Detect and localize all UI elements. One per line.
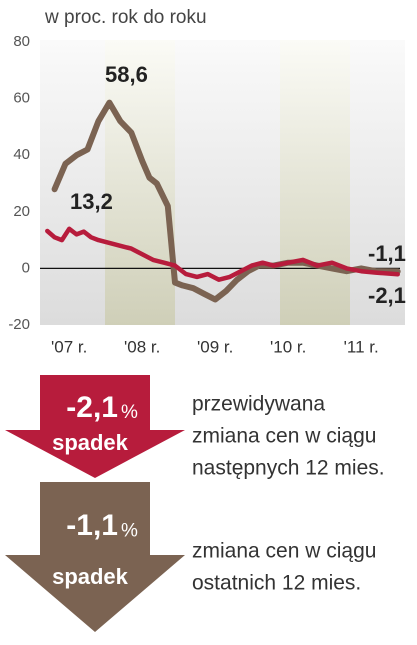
year-panel	[105, 40, 175, 325]
description: zmiana cen w ciągu	[192, 540, 376, 563]
annotation: 13,2	[70, 189, 113, 214]
y-tick-label: 60	[13, 90, 30, 107]
y-tick-label: 0	[22, 259, 30, 276]
change-label: spadek	[52, 564, 129, 589]
plot-background	[40, 40, 405, 325]
x-tick-label: '10 r.	[270, 337, 306, 356]
change-label: spadek	[52, 430, 129, 455]
series-line	[45, 226, 400, 282]
description: ostatnich 12 mies.	[192, 572, 361, 595]
y-tick-label: 20	[13, 203, 30, 220]
change-unit: %	[121, 520, 138, 541]
x-tick-label: '09 r.	[197, 337, 233, 356]
description: zmiana cen w ciągu	[192, 425, 376, 448]
change-unit: %	[121, 402, 138, 423]
x-tick-label: '11 r.	[344, 337, 379, 356]
year-panel	[280, 40, 350, 325]
y-tick-label: -20	[8, 316, 30, 333]
arrow	[5, 375, 185, 478]
change-value: -1,1	[66, 509, 118, 542]
y-tick-label: 80	[13, 33, 30, 50]
y-tick-label: 40	[13, 146, 30, 163]
x-tick-label: '08 r.	[124, 337, 160, 356]
description: następnych 12 mies.	[192, 457, 385, 480]
annotation: -2,1	[368, 283, 406, 308]
description: przewidywana	[192, 393, 325, 416]
chart-title: w proc. rok do roku	[44, 7, 207, 28]
change-value: -2,1	[66, 391, 118, 424]
annotation: 58,6	[105, 62, 148, 87]
x-tick-label: '07 r.	[51, 337, 87, 356]
annotation: -1,1	[368, 241, 406, 266]
arrow	[5, 482, 185, 632]
